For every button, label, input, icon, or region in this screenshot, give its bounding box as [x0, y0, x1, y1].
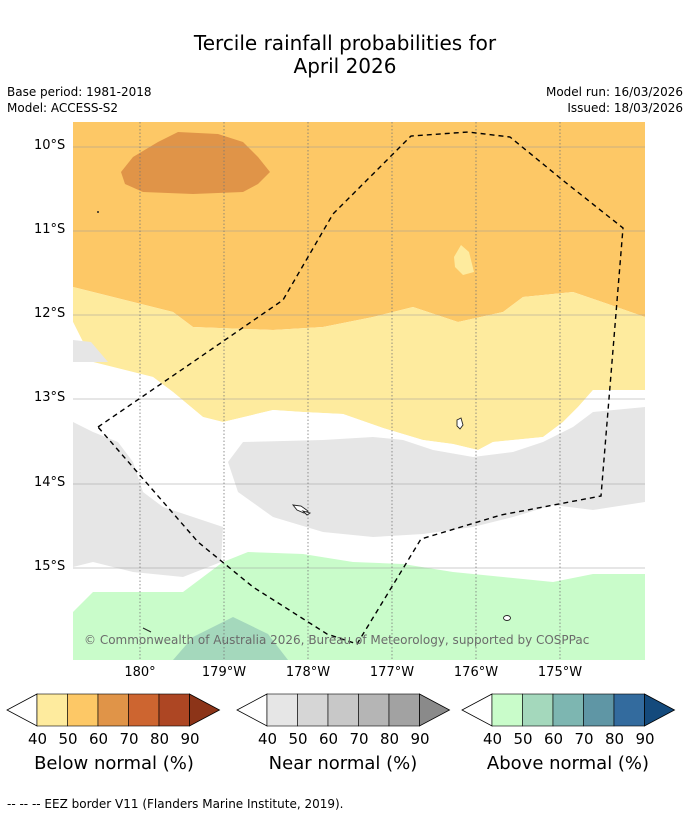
legend-below-swatch [158, 693, 190, 727]
legend-tick-label: 40 [258, 730, 278, 748]
legend-below-swatch [36, 693, 68, 727]
legend-tick-label: 50 [513, 730, 533, 748]
lon-label: 177°W [369, 665, 415, 680]
lon-label: 178°W [285, 665, 331, 680]
legend-tick-label: 70 [119, 730, 139, 748]
chart-title-line2: April 2026 [293, 54, 397, 78]
legend-above-title: Above normal (%) [486, 753, 650, 774]
model-run: Model run: 16/03/2026 [545, 85, 683, 99]
legend-near-swatch [327, 693, 359, 727]
near-normal-40-west [73, 422, 223, 577]
legend-above-swatch [491, 693, 523, 727]
legend-near-swatch [388, 693, 420, 727]
lat-label: 11°S [34, 222, 66, 237]
issued-date: Issued: 18/03/2026 [567, 101, 683, 115]
lon-label: 180° [124, 665, 156, 680]
latitude-lines [73, 146, 645, 569]
legend-tick-label: 40 [483, 730, 503, 748]
legend-tick-label: 90 [635, 730, 655, 748]
legend-tick-label: 50 [58, 730, 78, 748]
legend-colorbars [6, 693, 676, 727]
lat-label: 14°S [34, 475, 66, 490]
legend-above-swatch [552, 693, 584, 727]
eez-footnote: -- -- -- EEZ border V11 (Flanders Marine… [7, 797, 344, 811]
legend-tick-label: 60 [319, 730, 339, 748]
legend-tick-label: 90 [410, 730, 430, 748]
above-normal-50-region [173, 617, 288, 660]
island-outline [301, 510, 312, 516]
model-name: Model: ACCESS-S2 [7, 101, 119, 115]
legend-below-under-triangle [6, 693, 38, 727]
legend-below-over-triangle [189, 693, 221, 727]
legend-above-under-triangle [461, 693, 493, 727]
legend-below-swatch [128, 693, 160, 727]
legend-tick-label: 70 [574, 730, 594, 748]
lon-label: 179°W [201, 665, 247, 680]
eez-border [97, 131, 624, 645]
neutral-white-strip [73, 322, 645, 457]
legend-tick-label: 80 [380, 730, 400, 748]
legend-near-over-triangle [419, 693, 451, 727]
legend-above-swatch [522, 693, 554, 727]
lon-label: 176°W [453, 665, 499, 680]
legend-above-swatch [583, 693, 615, 727]
longitude-lines [139, 122, 561, 660]
below-normal-60-region [121, 132, 270, 194]
near-normal-40-region [228, 407, 645, 537]
legend-below-swatch [97, 693, 129, 727]
legend-tick-label: 50 [288, 730, 308, 748]
legend-tick-label: 60 [89, 730, 109, 748]
chart-title-line1: Tercile rainfall probabilities for [193, 31, 497, 55]
lat-label: 13°S [34, 390, 66, 405]
legend-tick-label: 90 [180, 730, 200, 748]
copyright-notice: © Commonwealth of Australia 2026, Bureau… [84, 633, 590, 647]
legend-near-under-triangle [236, 693, 268, 727]
legend-above-over-triangle [644, 693, 676, 727]
island-outline [503, 615, 511, 621]
legend-near-swatch [266, 693, 298, 727]
lat-label: 15°S [34, 559, 66, 574]
legend-tick-label: 70 [349, 730, 369, 748]
lat-label: 10°S [34, 138, 66, 153]
legend-above-swatch [613, 693, 645, 727]
island-outline [142, 627, 152, 633]
legend-tick-label: 60 [544, 730, 564, 748]
below-normal-40-region [73, 287, 645, 450]
lat-label: 12°S [34, 306, 66, 321]
legend-near-swatch [297, 693, 329, 727]
legend-tick-label: 40 [28, 730, 48, 748]
base-period: Base period: 1981-2018 [7, 85, 152, 99]
island-outline [97, 211, 99, 213]
legend-below-swatch [67, 693, 99, 727]
probability-map [73, 122, 645, 660]
below-normal-40-patch [454, 245, 474, 275]
legend-near-title: Near normal (%) [268, 753, 418, 774]
legend-tick-label: 80 [605, 730, 625, 748]
lon-label: 175°W [537, 665, 583, 680]
legend-below-title: Below normal (%) [34, 753, 194, 774]
near-normal-40-nw [73, 340, 108, 362]
island-outline [456, 417, 464, 430]
legend-tick-label: 80 [150, 730, 170, 748]
legend-near-swatch [358, 693, 390, 727]
